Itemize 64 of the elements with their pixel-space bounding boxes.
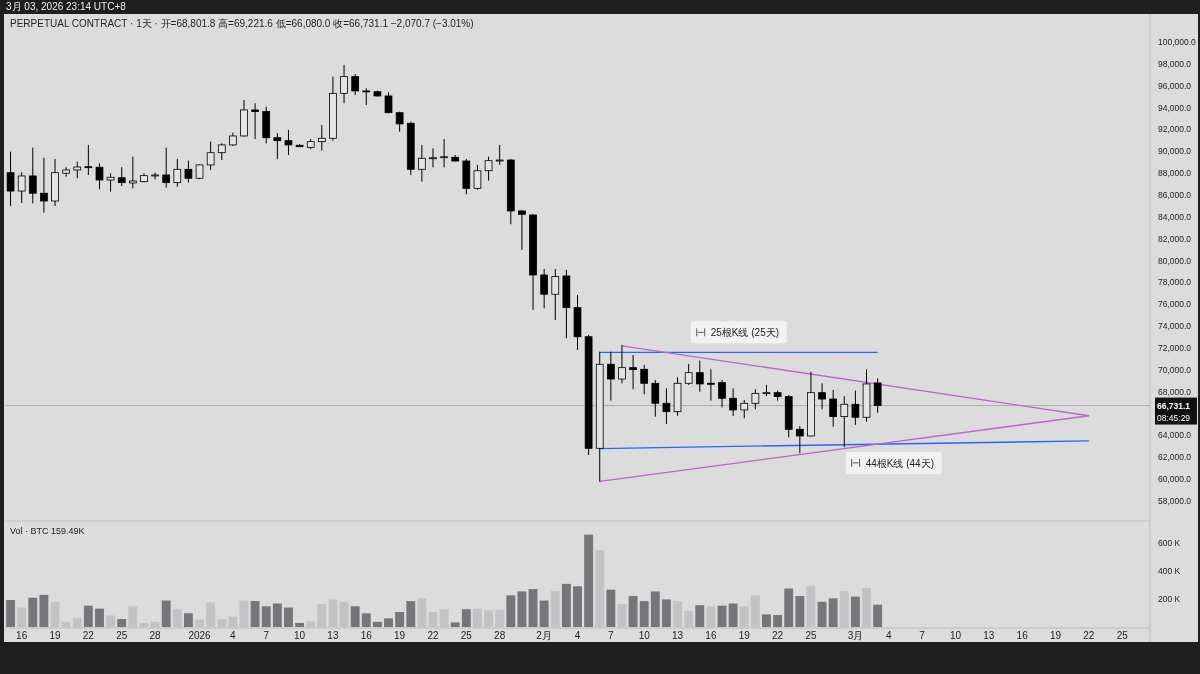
x-tick-label: 16 [705,630,717,641]
x-tick-label: 16 [16,630,28,641]
y-tick-label: 70,000.0 [1158,364,1192,375]
x-tick-label: 16 [360,630,373,641]
x-tick-label: 7 [263,630,270,641]
y-tick-label: 78,000.0 [1158,277,1192,288]
y-tick-label: 62,000.0 [1158,452,1192,463]
y-tick-label: 82,000.0 [1158,233,1192,244]
x-tick-label: 10 [294,630,306,641]
x-tick-label: 22 [1083,630,1095,641]
y-tick-label: 80,000.0 [1158,255,1192,266]
y-tick-label: 86,000.0 [1158,189,1192,200]
y-tick-label: 84,000.0 [1158,211,1192,222]
y-tick-label: 68,000.0 [1158,386,1192,397]
y-tick-label: 98,000.0 [1158,58,1192,69]
y-tick-label: 88,000.0 [1158,168,1192,179]
y-tick-label: 96,000.0 [1158,80,1192,91]
x-tick-label: 13 [327,630,339,641]
chart-subtitle: 3月 03, 2026 23:14 UTC+8 [6,1,127,12]
x-tick-label: 4 [230,630,237,641]
x-tick-label: 2026 [188,630,212,641]
text: 08:45:29 [1157,412,1191,423]
x-tick-label: 4 [574,630,581,641]
y-tick-label: 92,000.0 [1158,124,1192,135]
x-tick-label: 3月 [847,630,864,641]
y-tick-label: 94,000.0 [1158,102,1192,113]
x-tick-label: 28 [494,630,506,641]
x-tick-label: 10 [638,630,651,641]
y-tick-label: 72,000.0 [1158,342,1192,353]
text: Vol · BTC 159.49K [10,526,85,536]
x-tick-label: 2月 [536,630,552,641]
y-tick-label: 100,000.0 [1158,36,1197,47]
annotation: 44根K线 (44天) [865,457,935,469]
x-tick-label: 10 [949,630,962,641]
x-tick-label: 22 [82,630,95,641]
y-tick-label: 74,000.0 [1158,321,1192,332]
x-tick-label: 16 [1016,630,1029,641]
x-tick-label: 4 [885,630,892,641]
y-tick-label: 200 K [1158,593,1181,604]
y-tick-label: 600 K [1158,537,1181,548]
y-tick-label: 400 K [1158,565,1181,576]
x-tick-label: 28 [149,630,162,641]
x-tick-label: 19 [1049,630,1062,641]
x-tick-label: 22 [427,630,439,641]
x-tick-label: 13 [671,630,684,641]
x-tick-label: 25 [805,630,817,641]
x-tick-label: 7 [919,630,926,641]
x-tick-label: 25 [460,630,473,641]
x-tick-label: 25 [1116,630,1129,641]
y-tick-label: 90,000.0 [1158,146,1192,157]
y-tick-label: 64,000.0 [1158,430,1192,441]
ref-line-label: 66,731.1 [1157,400,1191,411]
y-tick-label: 76,000.0 [1158,299,1192,310]
y-tick-label: 60,000.0 [1158,474,1192,485]
x-tick-label: 25 [116,630,128,641]
x-tick-label: 7 [608,630,615,641]
x-tick-label: 19 [49,630,62,641]
x-tick-label: 19 [738,630,751,641]
x-tick-label: 22 [772,630,784,641]
chart-title: PERPETUAL CONTRACT · 1天 · 开=68,801.8 高=69,221.6 低=66,080.0 收=66,731.1 −2,070.7 (−3.01%) [10,18,474,29]
x-tick-label: 13 [983,630,995,641]
y-tick-label: 58,000.0 [1158,495,1192,506]
x-tick-label: 19 [394,630,406,641]
annotation: 25根K线 (25天) [710,327,780,339]
